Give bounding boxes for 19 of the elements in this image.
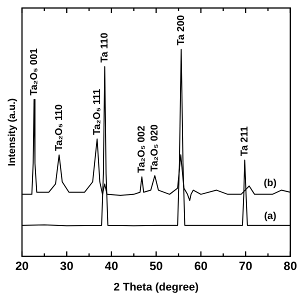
x-tick-label: 60 <box>194 258 208 273</box>
x-tick-label: 50 <box>149 258 164 273</box>
x-tick-label: 30 <box>60 258 74 273</box>
y-axis-title: Intensity (a.u.) <box>6 98 18 166</box>
x-tick-label: 20 <box>15 258 29 273</box>
annotation: Ta₂O₅ 111 <box>92 88 103 136</box>
annotation: Ta₂O₅ 020 <box>150 124 161 172</box>
series-label: (a) <box>264 211 276 222</box>
x-tick-label: 40 <box>104 258 118 273</box>
annotation: Ta₂O₅ 001 <box>28 48 40 96</box>
annotation: Ta 110 <box>99 32 110 63</box>
x-tick-label: 80 <box>284 258 298 273</box>
annotation: Ta 200 <box>176 14 187 46</box>
series-label: (b) <box>264 178 277 189</box>
annotation: Ta 211 <box>239 126 250 156</box>
x-axis-title: 2 Theta (degree) <box>114 281 199 294</box>
annotation: Ta₂O₅ 002 <box>136 125 148 173</box>
x-tick-label: 70 <box>238 258 253 273</box>
annotation: Ta₂O₅ 110 <box>54 104 65 151</box>
